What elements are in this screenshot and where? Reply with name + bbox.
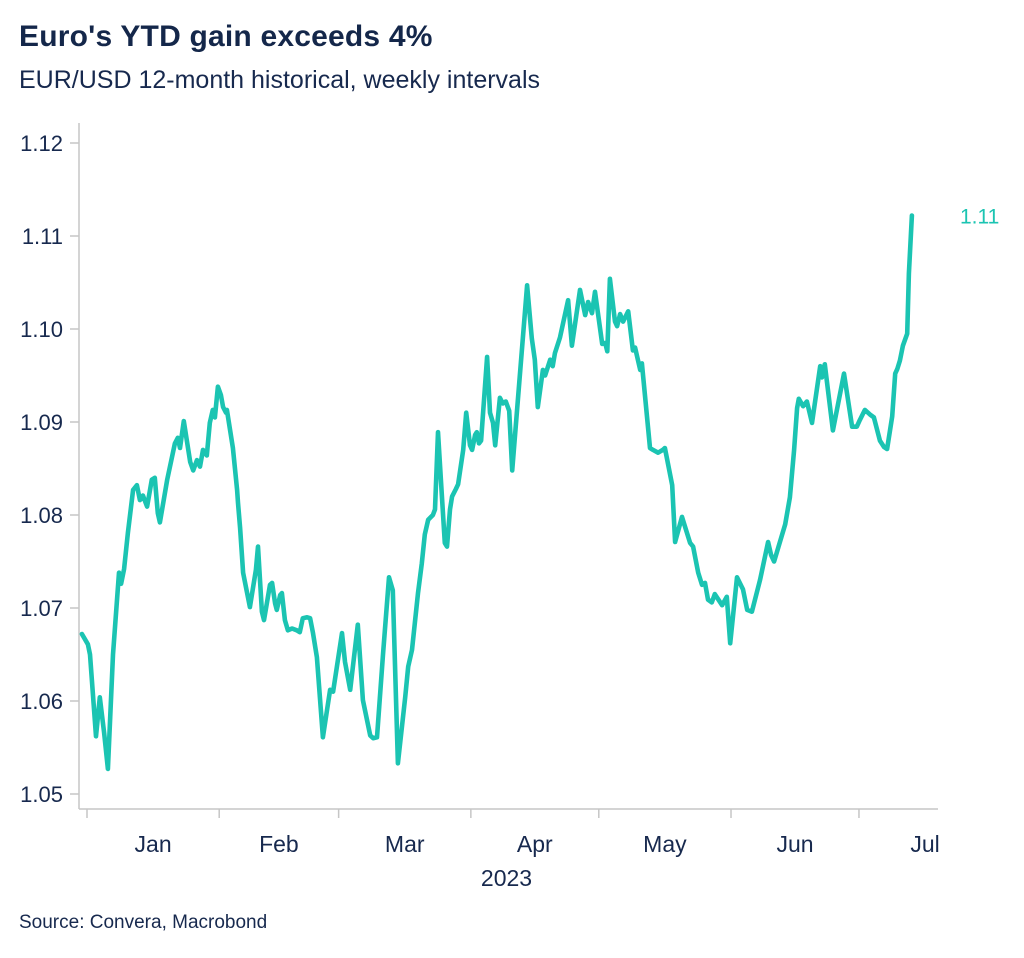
year-label: 2023 (481, 865, 532, 891)
y-tick-label: 1.07 (20, 596, 63, 621)
chart-title: Euro's YTD gain exceeds 4% (19, 20, 433, 53)
y-tick-label: 1.06 (20, 689, 63, 714)
month-label: Jun (776, 831, 813, 857)
y-tick-label: 1.09 (20, 410, 63, 435)
eurusd-price-line (79, 213, 915, 772)
month-label: Feb (259, 831, 299, 857)
month-label: Mar (385, 831, 425, 857)
month-label: May (643, 831, 687, 857)
month-label: Apr (517, 831, 553, 857)
y-tick-label: 1.10 (20, 317, 63, 342)
y-tick-label: 1.08 (20, 503, 63, 528)
y-tick-label: 1.11 (22, 224, 63, 249)
month-label: Jan (135, 831, 172, 857)
y-tick-label: 1.05 (20, 782, 63, 807)
month-label: Jul (910, 831, 939, 857)
chart-subtitle: EUR/USD 12-month historical, weekly inte… (19, 66, 541, 94)
source-note: Source: Convera, Macrobond (19, 912, 268, 933)
end-value-label: 1.11 (960, 206, 999, 229)
y-tick-label: 1.12 (20, 131, 63, 156)
